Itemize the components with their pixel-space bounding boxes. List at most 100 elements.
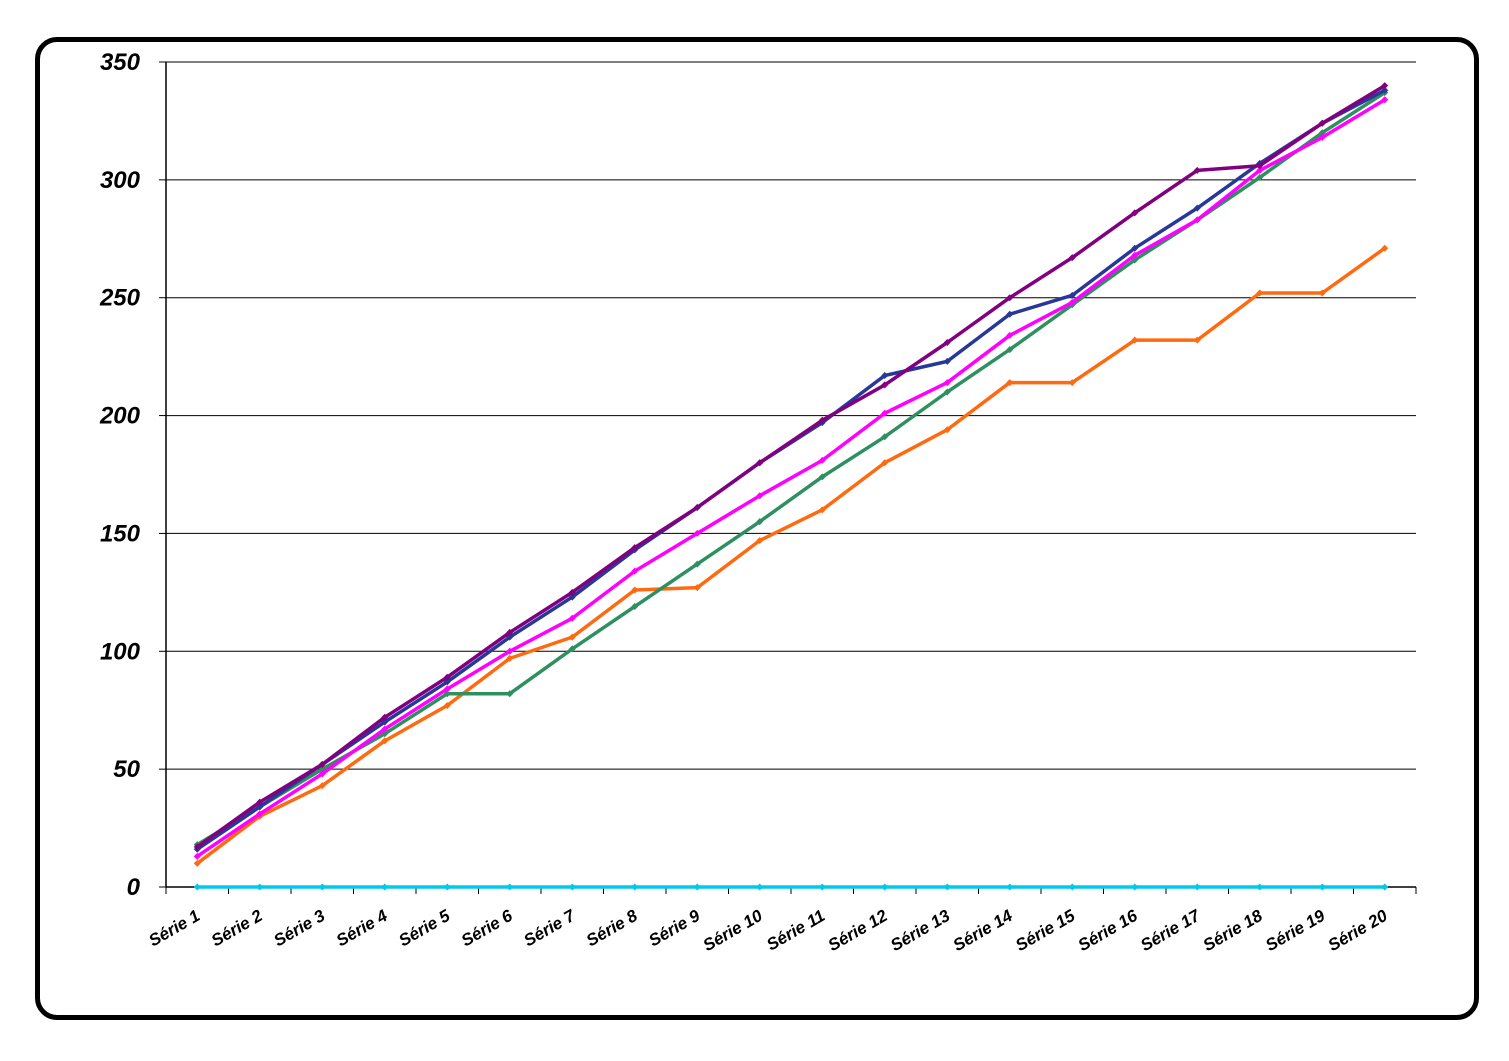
gridlines: [166, 61, 1416, 770]
data-point: [193, 859, 201, 867]
data-point: [881, 459, 889, 467]
data-point: [1006, 379, 1014, 387]
data-point: [1006, 310, 1014, 318]
x-tick-label: Série 13: [887, 906, 953, 955]
data-point: [693, 584, 701, 592]
y-tick-labels: 0 50 100 150 200 250 300 350: [99, 49, 141, 901]
chart-frame: [35, 37, 1479, 1020]
data-point: [818, 883, 826, 891]
data-point: [568, 645, 576, 653]
data-point: [1193, 204, 1201, 212]
data-point: [943, 339, 951, 346]
data-point: [318, 883, 326, 891]
data-point: [756, 883, 764, 891]
series-3: [193, 89, 1389, 849]
data-point: [506, 654, 514, 662]
data-point: [1006, 883, 1014, 891]
x-tick-label: Série 15: [1012, 906, 1078, 955]
data-point: [381, 713, 389, 721]
data-point: [881, 409, 889, 417]
x-tick-label: Série 5: [395, 906, 453, 951]
data-point: [506, 883, 514, 891]
data-point: [1193, 336, 1201, 344]
data-point: [1193, 216, 1201, 224]
x-tick-labels: Série 1 Série 2 Série 3 Série 4 Série 5 Série…: [145, 905, 1391, 955]
data-point: [568, 633, 576, 641]
x-tick-label: Série 19: [1262, 906, 1328, 955]
data-point: [506, 647, 514, 655]
data-point: [943, 379, 951, 387]
data-point: [1256, 162, 1264, 170]
data-point: [1131, 251, 1139, 259]
series-line: [196, 246, 1386, 865]
data-point: [1006, 294, 1014, 302]
series-line: [196, 84, 1386, 849]
data-point: [756, 492, 764, 500]
data-point: [193, 852, 201, 860]
data-point: [193, 883, 201, 891]
data-point: [1131, 336, 1139, 344]
data-point: [1131, 244, 1139, 252]
x-tick-label: Série 18: [1200, 906, 1266, 955]
y-tick-label: 200: [99, 403, 141, 430]
data-point: [1068, 254, 1076, 262]
data-point: [443, 685, 451, 693]
data-point: [1068, 379, 1076, 387]
data-point: [1256, 289, 1264, 297]
data-point: [818, 456, 826, 464]
data-point: [1068, 291, 1076, 299]
data-point: [1318, 119, 1326, 127]
data-point: [631, 586, 639, 594]
data-point: [693, 504, 701, 511]
data-point: [943, 426, 951, 434]
data-point: [1006, 331, 1014, 339]
x-tick-label: Série 9: [645, 906, 703, 951]
data-point: [631, 567, 639, 575]
x-tick-label: Série 12: [825, 906, 891, 955]
y-tick-label: 300: [100, 167, 141, 194]
data-point: [443, 702, 451, 709]
data-point: [1068, 298, 1076, 306]
series-line: [196, 91, 1386, 847]
data-point: [1193, 166, 1201, 174]
x-tick-label: Série 4: [333, 906, 391, 951]
data-point: [1318, 133, 1326, 141]
data-point: [881, 883, 889, 891]
data-point: [1006, 346, 1014, 354]
data-point: [756, 537, 764, 544]
data-point: [256, 798, 264, 806]
data-point: [443, 883, 451, 891]
x-tick-label: Série 14: [950, 906, 1016, 955]
data-point: [818, 416, 826, 424]
data-point: [693, 529, 701, 537]
data-point: [1256, 166, 1264, 174]
x-tick-label: Série 10: [700, 906, 766, 955]
data-point: [318, 770, 326, 778]
data-point: [381, 725, 389, 733]
data-point: [631, 603, 639, 610]
data-point: [506, 628, 514, 636]
data-point: [568, 883, 576, 891]
y-tick-label: 0: [127, 874, 141, 901]
data-point: [256, 883, 264, 891]
data-point: [1381, 96, 1389, 104]
y-tick-label: 100: [100, 638, 141, 665]
data-point: [631, 544, 639, 552]
y-tick-label: 350: [100, 49, 141, 76]
x-tick-label: Série 6: [458, 906, 516, 951]
data-point: [881, 433, 889, 441]
data-point: [1381, 244, 1389, 252]
data-point: [1131, 883, 1139, 891]
data-point: [818, 473, 826, 481]
series-2: [193, 244, 1389, 867]
series-line: [196, 98, 1386, 858]
x-tick-label: Série 1: [145, 906, 203, 950]
data-point: [1381, 883, 1389, 891]
series-1: [193, 883, 1389, 891]
data-point: [318, 782, 326, 790]
data-point: [1256, 174, 1264, 181]
data-point: [881, 381, 889, 389]
y-tick-label: 250: [99, 285, 141, 312]
data-point: [631, 883, 639, 891]
